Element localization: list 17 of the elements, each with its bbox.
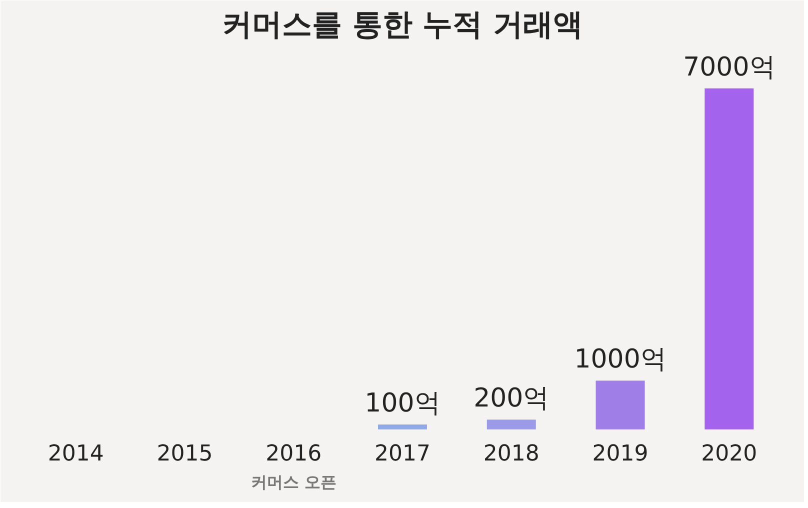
x-tick-label: 2018	[483, 441, 540, 466]
chart-title: 커머스를 통한 누적 거래액	[222, 8, 584, 42]
x-tick-label: 2014	[48, 441, 104, 466]
bar	[378, 424, 427, 430]
text: 커머스 오픈	[250, 472, 336, 492]
x-tick-label: 2015	[156, 441, 213, 466]
bar	[486, 420, 536, 430]
x-tick-label: 2019	[592, 441, 648, 466]
x-tick-label: 2017	[374, 441, 431, 466]
x-tick-label: 2016	[266, 441, 322, 466]
data-label: 7000억	[683, 52, 776, 82]
bar	[704, 88, 754, 430]
data-label: 100억	[364, 388, 440, 418]
x-tick-label: 2020	[701, 441, 758, 466]
data-label: 200억	[474, 384, 550, 414]
data-label: 1000억	[574, 344, 666, 375]
bar	[596, 380, 645, 430]
